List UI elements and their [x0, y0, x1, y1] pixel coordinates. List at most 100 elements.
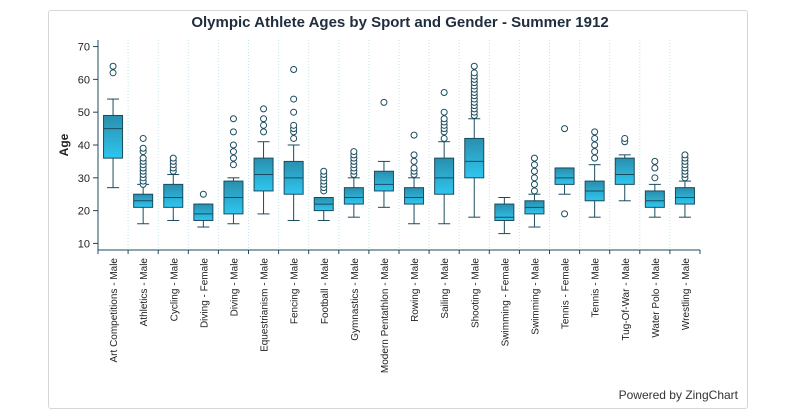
outlier-point: [591, 148, 599, 156]
box-group: [584, 128, 605, 218]
box-iqr: [343, 187, 364, 205]
outlier-point: [591, 141, 599, 149]
outlier-point: [109, 62, 117, 70]
box-group: [373, 98, 394, 208]
chart-panel: [48, 10, 748, 409]
box-iqr: [373, 170, 394, 192]
outlier-point: [229, 148, 237, 156]
outlier-point: [260, 105, 268, 113]
x-tick-label: Sailing - Male: [440, 258, 451, 319]
y-tick-label: 60: [78, 74, 90, 86]
outlier-point: [530, 161, 538, 169]
outlier-point: [109, 69, 117, 77]
outlier-point: [229, 154, 237, 162]
x-tick-label: Athletics - Male: [139, 258, 150, 327]
y-tick-label: 70: [78, 42, 90, 54]
box-iqr: [163, 183, 184, 208]
box-group: [103, 62, 124, 189]
outlier-point: [561, 210, 569, 218]
y-tick-label: 30: [78, 173, 90, 185]
outlier-point: [260, 128, 268, 136]
outlier-point: [350, 148, 358, 156]
x-tick-label: Tennis - Male: [591, 258, 602, 318]
x-tick-label: Modern Pentathlon - Male: [380, 258, 391, 374]
outlier-point: [440, 108, 448, 116]
outlier-point: [410, 157, 418, 165]
outlier-point: [410, 131, 418, 139]
x-tick-label: Diving - Male: [229, 258, 240, 317]
outlier-point: [591, 134, 599, 142]
outlier-point: [470, 69, 478, 77]
outlier-point: [591, 128, 599, 136]
box-group: [644, 157, 665, 218]
box-iqr: [554, 167, 575, 185]
outlier-point: [651, 174, 659, 182]
outlier-point: [290, 66, 298, 74]
outlier-point: [229, 141, 237, 149]
box-iqr: [464, 137, 485, 179]
box-group: [554, 125, 575, 218]
outlier-point: [199, 190, 207, 198]
outlier-point: [530, 187, 538, 195]
outlier-point: [470, 62, 478, 70]
outlier-point: [440, 89, 448, 96]
outlier-point: [530, 174, 538, 182]
box-group: [253, 105, 274, 215]
x-tick-label: Art Competitions - Male: [109, 258, 120, 363]
x-tick-label: Shooting - Male: [470, 258, 481, 328]
box-group: [223, 115, 244, 225]
x-tick-label: Rowing - Male: [410, 258, 421, 322]
x-tick-label: Gymnastics - Male: [350, 258, 361, 341]
box-iqr: [103, 114, 124, 159]
box-group: [494, 197, 515, 235]
box-group: [163, 154, 184, 221]
box-iqr: [614, 157, 635, 185]
y-tick-label: 20: [78, 206, 90, 218]
x-tick-label: Tennis - Female: [561, 258, 572, 330]
outlier-point: [290, 134, 298, 142]
grid-lines: [127, 40, 671, 250]
outlier-point: [320, 167, 328, 175]
x-tick-label: Water Polo - Male: [651, 258, 662, 338]
box-group: [283, 66, 304, 221]
x-tick-label: Football - Male: [320, 258, 331, 325]
chart-title: Olympic Athlete Ages by Sport and Gender…: [191, 14, 609, 31]
box-iqr: [434, 157, 455, 195]
outlier-point: [410, 164, 418, 172]
x-tick-label: Diving - Female: [199, 258, 210, 328]
x-tick-label: Fencing - Male: [290, 258, 301, 325]
tick-labels: 10 20 30 40 50 60 70 Age Art Competitions - Male…: [57, 42, 692, 374]
y-tick-label: 10: [78, 238, 90, 250]
box-group: [133, 134, 154, 225]
powered-by-link[interactable]: Powered by ZingChart: [618, 388, 738, 402]
axes: [93, 40, 701, 254]
outlier-point: [260, 115, 268, 123]
box-iqr: [644, 190, 665, 208]
outlier-point: [139, 134, 147, 142]
outlier-point: [290, 121, 298, 129]
outlier-point: [380, 98, 388, 106]
box-group: [434, 89, 455, 225]
outlier-point: [530, 180, 538, 188]
outlier-point: [591, 154, 599, 162]
box-group: [674, 151, 695, 218]
box-iqr: [193, 203, 214, 221]
outlier-point: [139, 144, 147, 152]
outlier-point: [651, 157, 659, 165]
x-tick-label: Wrestling - Male: [681, 258, 692, 330]
box-group: [343, 148, 364, 218]
y-axis-title: Age: [57, 133, 71, 156]
box-iqr: [674, 187, 695, 205]
outlier-point: [229, 161, 237, 169]
outlier-point: [169, 154, 177, 162]
box-group: [464, 62, 485, 218]
y-tick-label: 40: [78, 140, 90, 152]
y-tick-label: 50: [78, 107, 90, 119]
outlier-point: [229, 115, 237, 123]
box-group: [404, 131, 425, 225]
x-tick-label: Cycling - Male: [169, 258, 180, 322]
outlier-point: [681, 151, 689, 159]
box-iqr: [494, 203, 515, 221]
outlier-point: [440, 134, 448, 142]
